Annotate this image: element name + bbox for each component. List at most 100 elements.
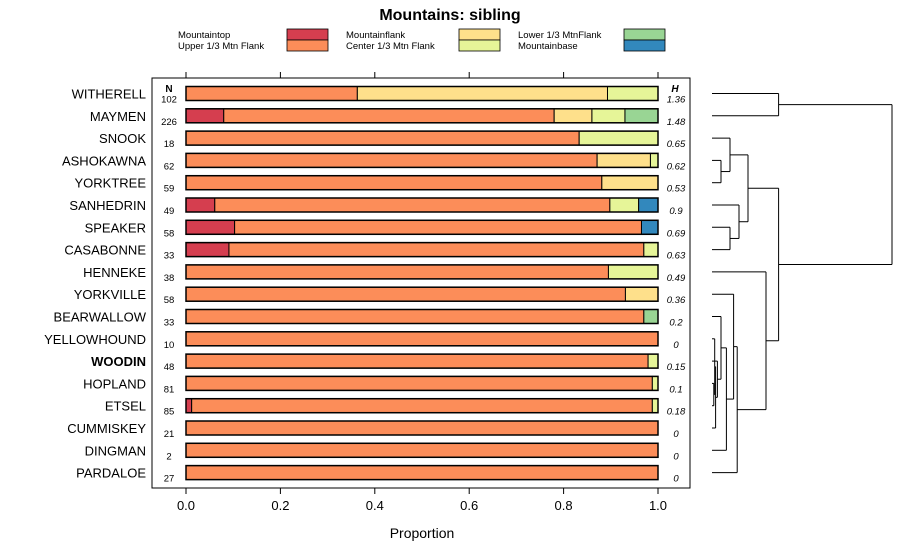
legend-swatch [623,28,666,41]
bar-segment [640,219,659,235]
bar-segment [214,197,611,213]
legend-label: Center 1/3 Mtn Flank [346,41,435,52]
row-h-value: 0 [673,429,679,440]
legend-item: Mountainbase [518,39,666,52]
bar-outline [185,420,659,436]
bar-outline [185,375,659,392]
bar-row: YORKVILLE 58 0.36 [74,286,686,306]
row-label: MAYMEN [90,109,146,124]
legend-swatch [286,28,329,41]
bar-segment [223,108,555,124]
x-tick-label: 0.6 [460,498,478,513]
legend-swatch [458,28,501,41]
row-h-value: 0.9 [669,206,683,217]
bar-outline [185,197,659,213]
row-label: SNOOK [99,131,146,146]
bar-segment [643,242,659,258]
bar-row: MAYMEN 226 1.48 [90,108,686,128]
bar-row: WITHERELL 102 1.36 [72,85,686,106]
n-column-header: N [165,84,172,95]
bar-segment [185,219,236,235]
bar-outline [185,397,659,414]
bar-outline [185,108,659,124]
legend-label: Mountainflank [346,30,405,41]
legend-label: Mountaintop [178,30,230,41]
row-n-value: 102 [161,95,177,106]
bar-row: ETSEL 85 0.18 [105,397,686,418]
bar-segment [228,242,645,258]
row-label: DINGMAN [85,443,146,458]
bar-outline [185,85,659,102]
row-label: CASABONNE [64,243,146,258]
bar-outline [185,241,659,258]
bar-row: WOODIN 48 0.15 [91,353,686,373]
bar-outline [185,130,659,146]
row-label: ASHOKAWNA [62,153,146,168]
x-axis-label: Proportion [390,525,455,541]
bar-segment [185,375,653,391]
row-h-value: 0.1 [669,384,682,395]
row-h-value: 1.48 [667,117,686,128]
legend-label: Mountainbase [518,41,578,52]
bar-segment [606,86,659,101]
row-h-value: 0.62 [667,161,686,172]
bar-outline [185,308,659,325]
row-label: BEARWALLOW [54,310,147,325]
bar-row: DINGMAN 2 0 [85,442,679,462]
bar-segment [185,242,230,258]
bar-segment [609,197,640,213]
row-label: PARDALOE [76,466,146,481]
bar-segment [638,197,659,213]
row-n-value: 33 [164,251,175,262]
row-h-value: 0.36 [667,295,686,306]
row-n-value: 38 [164,273,175,284]
x-tick-label: 0.0 [177,498,195,513]
row-n-value: 62 [164,161,175,172]
legend-item: Upper 1/3 Mtn Flank [178,39,329,52]
row-n-value: 49 [164,206,175,217]
row-n-value: 10 [164,340,175,351]
bar-segment [234,219,642,235]
bar-segment [651,398,659,414]
x-tick-label: 0.2 [271,498,289,513]
bar-row: CASABONNE 33 0.63 [64,241,686,262]
bar-row: YELLOWHOUND 10 0 [44,331,679,351]
legend-swatch [458,39,501,52]
row-label: YORKTREE [74,176,146,191]
legend-swatch [623,39,666,52]
x-axis: 0.0 0.2 0.4 0.6 0.8 1.0 [177,72,667,513]
row-n-value: 58 [164,228,175,239]
bar-row: PARDALOE 27 0 [76,464,679,485]
bar-segment [596,152,651,168]
bar-outline [185,464,659,481]
h-column-header: H [671,84,679,95]
legend-item: Lower 1/3 MtnFlank [518,28,666,41]
row-n-value: 81 [164,384,175,395]
bar-segment [185,286,626,302]
bar-segment [624,286,659,302]
bar-outline [185,286,659,302]
bar-outline [185,152,659,169]
bar-row: ASHOKAWNA 62 0.62 [62,152,686,172]
row-h-value: 0.69 [667,228,686,239]
row-h-value: 0.15 [667,362,686,373]
row-h-value: 0.53 [667,184,686,195]
row-label: HENNEKE [83,265,146,280]
row-h-value: 0.18 [667,407,686,418]
bar-outline [185,264,659,280]
row-label: WOODIN [91,354,146,369]
bar-segment [185,420,659,436]
bar-row: YORKTREE 59 0.53 [74,174,686,195]
row-h-value: 0.49 [667,273,686,284]
row-n-value: 85 [164,407,175,418]
row-n-value: 48 [164,362,175,373]
row-label: SANHEDRIN [69,198,146,213]
bar-segment [185,86,358,101]
bar-segment [601,175,659,191]
bar-segment [185,152,598,168]
bar-segment [651,375,659,391]
row-n-value: 18 [164,139,175,150]
row-label: YELLOWHOUND [44,332,146,347]
